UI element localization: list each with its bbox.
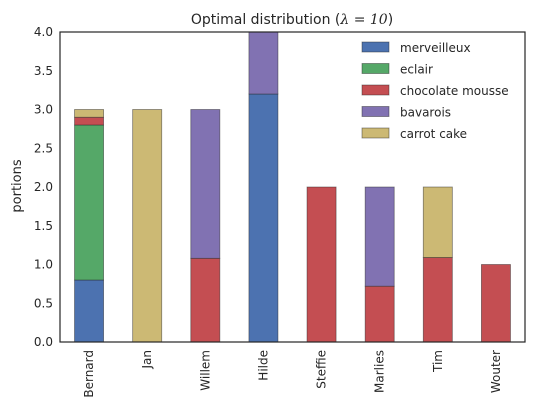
legend-label-merveilleux: merveilleux xyxy=(400,41,471,55)
y-tick-label: 4.0 xyxy=(34,25,53,39)
y-tick-label: 2.5 xyxy=(34,141,53,155)
bar-steffie-chocolate-mousse xyxy=(306,186,337,343)
x-tick-labels: Bernard Jan Willem Hilde Steffie Marlies Tim Wo… xyxy=(82,350,503,398)
bar-willem-chocolate-mousse xyxy=(190,257,221,343)
x-tick-label-willem: Willem xyxy=(198,350,212,391)
legend-swatch-eclair xyxy=(361,63,390,74)
y-tick-label: 1.0 xyxy=(34,258,53,272)
bar-hilde-merveilleux xyxy=(248,93,279,343)
y-tick-label: 3.0 xyxy=(34,103,53,117)
bar-tim-chocolate-mousse xyxy=(422,257,453,343)
bar-bernard-eclair xyxy=(74,124,104,281)
y-tick-label: 2.0 xyxy=(34,180,53,194)
legend: merveilleux eclair chocolate mousse bavaroi… xyxy=(361,41,509,141)
bar-jan-carrot-cake xyxy=(132,109,163,343)
bar-tim-carrot-cake xyxy=(422,186,453,258)
x-tick-label-steffie: Steffie xyxy=(315,350,329,389)
x-tick-label-jan: Jan xyxy=(140,350,154,370)
y-tick-labels: 0.0 0.5 1.0 1.5 2.0 2.5 3.0 3.5 4.0 xyxy=(34,25,53,349)
bar-willem-bavarois xyxy=(190,109,221,259)
bar-marlies-chocolate-mousse xyxy=(364,285,395,343)
legend-swatch-bavarois xyxy=(361,106,390,117)
x-tick-label-marlies: Marlies xyxy=(373,350,387,393)
bar-bernard-chocolate-mousse xyxy=(74,116,104,126)
x-tick-label-wouter: Wouter xyxy=(489,350,503,393)
bar-wouter-chocolate-mousse xyxy=(481,264,511,343)
bar-marlies-bavarois xyxy=(364,186,395,287)
chart-title: Optimal distribution (λ = 10) xyxy=(191,12,393,28)
y-tick-label: 3.5 xyxy=(34,64,53,78)
y-tick-label: 0.5 xyxy=(34,296,53,310)
legend-swatch-merveilleux xyxy=(361,41,390,53)
plot-frame xyxy=(59,31,526,343)
x-tick-label-hilde: Hilde xyxy=(256,350,270,381)
chart-title-end: ) xyxy=(388,12,393,28)
bar-bernard-merveilleux xyxy=(74,279,104,343)
legend-label-eclair: eclair xyxy=(400,63,433,77)
bar-hilde-bavarois xyxy=(248,31,279,95)
bar-bernard-carrot-cake xyxy=(74,109,104,118)
chart-title-math: λ = 10 xyxy=(339,12,387,28)
chart-title-text: Optimal distribution ( xyxy=(191,12,341,28)
legend-swatch-chocolate-mousse xyxy=(361,84,390,96)
legend-label-bavarois: bavarois xyxy=(400,106,451,120)
legend-swatch-carrot-cake xyxy=(361,127,390,139)
legend-label-carrot-cake: carrot cake xyxy=(400,127,467,141)
y-tick-label: 0.0 xyxy=(34,335,53,349)
bars-group xyxy=(74,31,511,343)
y-tick-label: 1.5 xyxy=(34,219,53,233)
legend-label-chocolate-mousse: chocolate mousse xyxy=(400,84,509,98)
x-tick-label-tim: Tim xyxy=(431,350,445,373)
x-tick-label-bernard: Bernard xyxy=(82,350,96,398)
y-axis-label: portions xyxy=(10,159,25,212)
